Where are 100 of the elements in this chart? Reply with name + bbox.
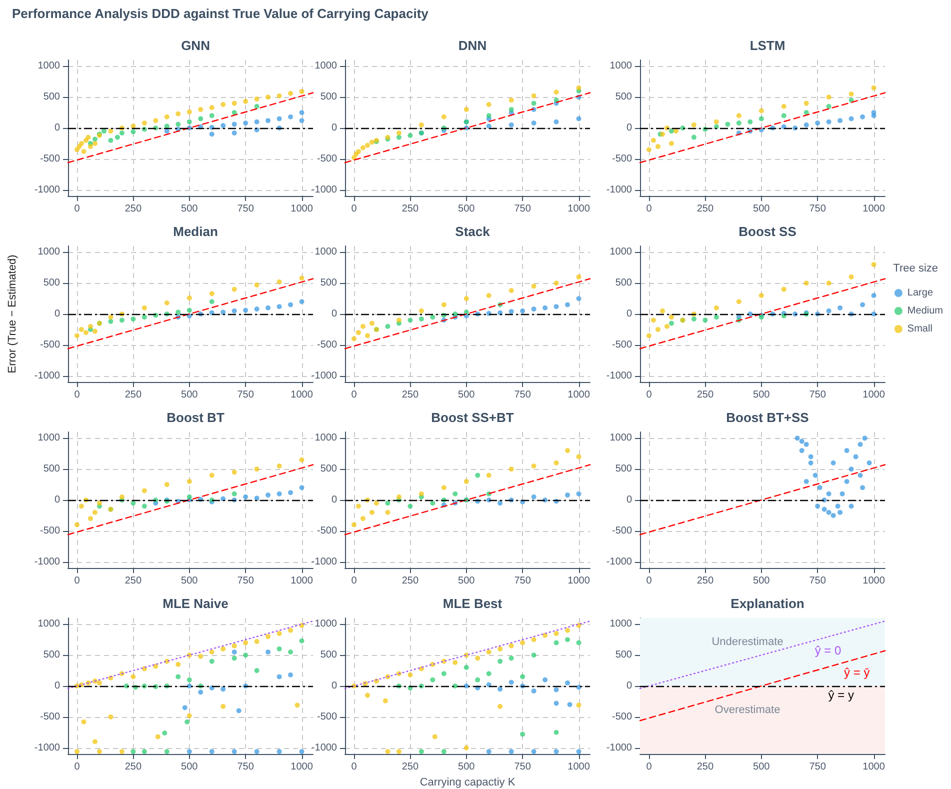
y-tick-label: 1000 [38, 246, 60, 258]
y-tick-label: 500 [615, 92, 632, 103]
x-tick-label: 500 [753, 204, 770, 214]
x-tick-label: 250 [124, 576, 142, 586]
y-tick-label: -1000 [34, 184, 60, 196]
y-tick-label: 0 [331, 680, 338, 692]
chart-title: GNN [181, 38, 210, 53]
y-tick-label: -500 [612, 339, 632, 350]
annotation: ŷ = 0 [814, 643, 842, 658]
y-tick-label: 500 [43, 278, 60, 289]
y-tick-label: 0 [626, 122, 632, 134]
x-tick-label: 0 [646, 204, 652, 214]
x-tick-label: 0 [74, 204, 80, 214]
x-tick-label: 0 [74, 390, 80, 400]
band-label: Underestimate [712, 636, 784, 648]
x-tick-label: 750 [809, 576, 826, 586]
y-tick-label: -500 [612, 525, 632, 536]
x-tick-label: 250 [696, 576, 714, 586]
y-tick-label: -1000 [606, 184, 632, 196]
x-tick-label: 750 [237, 576, 254, 586]
y-tick-label: -1000 [34, 370, 60, 382]
x-tick-label: 250 [124, 390, 142, 400]
x-tick-label: 1000 [862, 762, 886, 772]
y-tick-label: 1000 [38, 432, 60, 444]
x-tick-label: 500 [181, 762, 198, 772]
y-tick-label: 1000 [314, 60, 338, 72]
y-tick-label: 0 [331, 308, 338, 320]
y-tick-label: 500 [43, 92, 60, 103]
x-tick-label: 1000 [568, 390, 590, 400]
y-tick-label: -500 [612, 153, 632, 164]
chart-title: Boost SS [738, 224, 797, 239]
x-tick-label: 750 [514, 390, 532, 400]
y-tick-label: -1000 [311, 742, 338, 754]
y-tick-label: 500 [320, 464, 338, 475]
x-tick-label: 0 [646, 762, 652, 772]
x-tick-label: 0 [74, 576, 80, 586]
text: Performance Analysis DDD against True Value of Carrying Capacity [12, 6, 428, 21]
x-tick-label: 0 [646, 390, 652, 400]
y-tick-label: 1000 [314, 432, 338, 444]
y-tick-label: 500 [43, 650, 60, 661]
y-tick-label: 0 [54, 308, 60, 320]
chart-title: Boost SS+BT [431, 410, 514, 425]
y-tick-label: 500 [615, 650, 632, 661]
y-tick-label: 1000 [38, 60, 60, 72]
y-tick-label: -500 [40, 525, 60, 536]
chart-title: Median [173, 224, 218, 239]
y-tick-label: 500 [320, 650, 338, 661]
x-tick-label: 750 [809, 762, 826, 772]
y-tick-label: 0 [626, 680, 632, 692]
x-tick-label: 1000 [862, 390, 886, 400]
x-tick-label: 250 [124, 762, 142, 772]
band-label: Overestimate [714, 704, 780, 716]
y-tick-label: 1000 [610, 618, 632, 630]
x-tick-label: 1000 [290, 204, 314, 214]
x-tick-label: 750 [237, 762, 254, 772]
y-tick-label: 1000 [610, 432, 632, 444]
x-tick-label: 0 [351, 204, 358, 214]
x-tick-label: 0 [74, 762, 80, 772]
y-tick-label: 0 [331, 494, 338, 506]
y-tick-label: 500 [320, 278, 338, 289]
chart-title: MLE Naive [162, 596, 228, 611]
y-tick-label: -500 [40, 153, 60, 164]
x-tick-label: 250 [696, 390, 714, 400]
annotation: ŷ = ȳ [844, 666, 870, 680]
x-tick-label: 0 [351, 576, 358, 586]
chart-title: DNN [458, 38, 487, 53]
x-tick-label: 500 [753, 390, 770, 400]
x-tick-label: 1000 [862, 576, 886, 586]
y-tick-label: 0 [626, 308, 632, 320]
x-tick-label: 250 [696, 204, 714, 214]
x-tick-label: 500 [181, 576, 198, 586]
legend-label: Medium [907, 306, 944, 316]
legend-title: Tree size [893, 262, 938, 274]
y-tick-label: -1000 [311, 370, 338, 382]
x-tick-label: 250 [402, 762, 419, 772]
x-tick-label: 1000 [568, 762, 590, 772]
x-tick-label: 0 [351, 390, 358, 400]
y-tick-label: 1000 [38, 618, 60, 630]
x-tick-label: 500 [458, 762, 476, 772]
y-axis-title: Error (True − Estimated) [6, 254, 18, 374]
y-tick-label: -500 [40, 339, 60, 350]
x-tick-label: 1000 [568, 576, 590, 586]
x-tick-label: 1000 [862, 204, 886, 214]
y-tick-label: 0 [54, 494, 60, 506]
chart-title: Boost BT [166, 410, 224, 425]
x-tick-label: 0 [646, 576, 652, 586]
y-tick-label: 0 [54, 680, 60, 692]
x-tick-label: 250 [696, 762, 714, 772]
x-tick-label: 500 [458, 204, 476, 214]
y-tick-label: -1000 [311, 556, 338, 568]
y-tick-label: 1000 [610, 246, 632, 258]
y-tick-label: -500 [316, 339, 338, 350]
y-tick-label: 500 [43, 464, 60, 475]
y-tick-label: 500 [615, 464, 632, 475]
chart-title: MLE Best [442, 596, 503, 611]
x-tick-label: 750 [514, 576, 532, 586]
y-tick-label: 1000 [314, 246, 338, 258]
x-tick-label: 1000 [290, 762, 314, 772]
y-tick-label: 0 [331, 122, 338, 134]
y-tick-label: 1000 [314, 618, 338, 630]
